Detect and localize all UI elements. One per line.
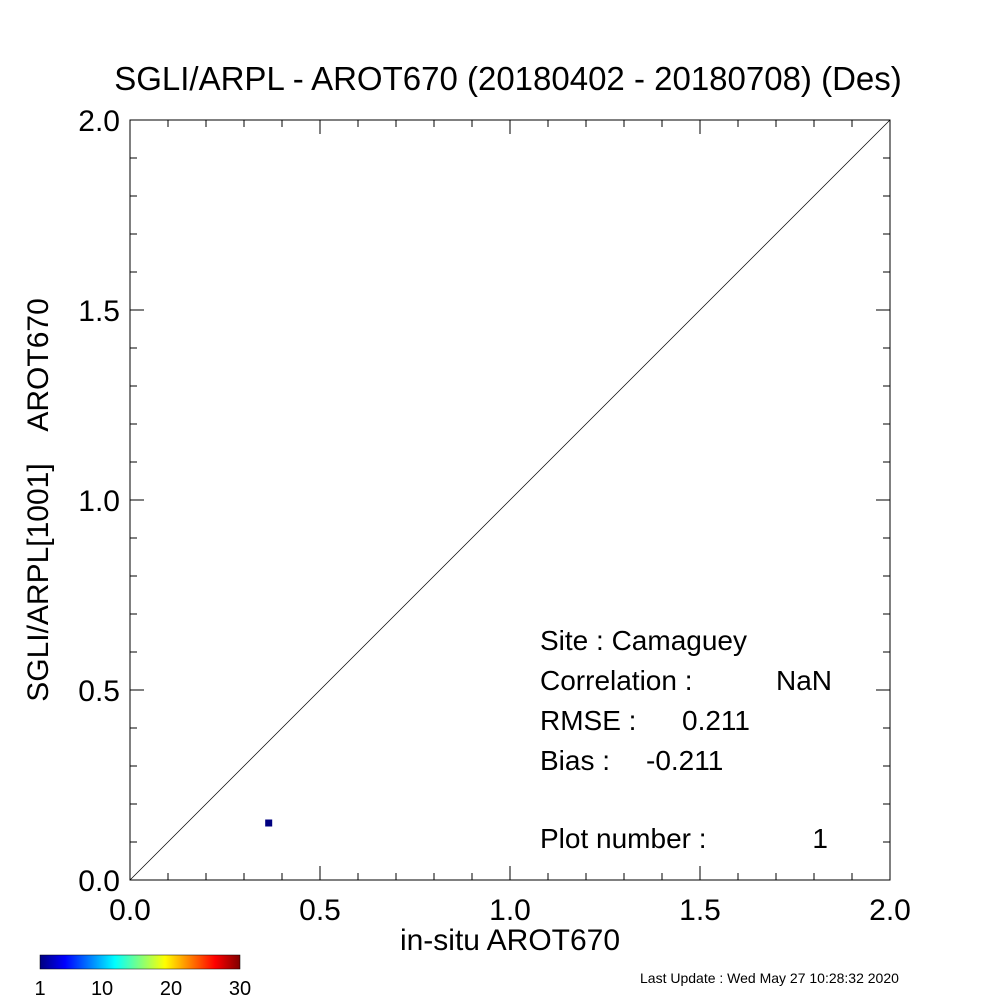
bias-value: -0.211 — [646, 745, 723, 776]
colorbar-tick-label: 30 — [229, 978, 251, 1000]
colorbar-tick-labels: 1 10 20 30 — [34, 978, 251, 1000]
rmse-value: 0.211 — [682, 705, 750, 736]
x-tick-label: 1.0 — [489, 894, 531, 927]
stats-annotation: Site : Camaguey Correlation : NaN RMSE :… — [540, 625, 832, 854]
colorbar-gradient — [39, 954, 241, 970]
y-tick-label: 0.5 — [78, 675, 120, 708]
chart-title: SGLI/ARPL - AROT670 (20180402 - 20180708… — [114, 60, 902, 97]
plot-number-value: 1 — [812, 823, 828, 854]
y-tick-label: 0.0 — [78, 865, 120, 898]
x-tick-label: 2.0 — [869, 894, 911, 927]
bias-label: Bias : — [540, 745, 610, 776]
y-tick-label: 2.0 — [78, 105, 120, 138]
x-tick-label: 0.0 — [109, 894, 151, 927]
rmse-label: RMSE : — [540, 705, 636, 736]
y-axis-label: SGLI/ARPL[1001] AROT670 — [22, 298, 55, 702]
colorbar: 1 10 20 30 — [34, 954, 251, 1000]
y-tick-label: 1.0 — [78, 485, 120, 518]
x-tick-label: 1.5 — [679, 894, 721, 927]
y-tick-label: 1.5 — [78, 295, 120, 328]
axis-tick-labels: 0.0 0.5 1.0 1.5 2.0 0.0 0.5 1.0 1.5 2.0 — [78, 105, 911, 927]
site-label: Site : Camaguey — [540, 625, 747, 656]
colorbar-tick-label: 1 — [34, 978, 45, 1000]
correlation-label: Correlation : — [540, 665, 693, 696]
x-axis-label: in-situ AROT670 — [400, 924, 620, 957]
correlation-value: NaN — [776, 665, 832, 696]
colorbar-tick-label: 10 — [91, 978, 113, 1000]
data-points — [265, 819, 273, 827]
last-update-text: Last Update : Wed May 27 10:28:32 2020 — [640, 970, 899, 986]
identity-line — [129, 119, 891, 881]
colorbar-tick-label: 20 — [160, 978, 182, 1000]
data-point — [265, 819, 273, 827]
axis-ticks — [129, 119, 891, 881]
plot-number-label: Plot number : — [540, 823, 707, 854]
x-tick-label: 0.5 — [299, 894, 341, 927]
